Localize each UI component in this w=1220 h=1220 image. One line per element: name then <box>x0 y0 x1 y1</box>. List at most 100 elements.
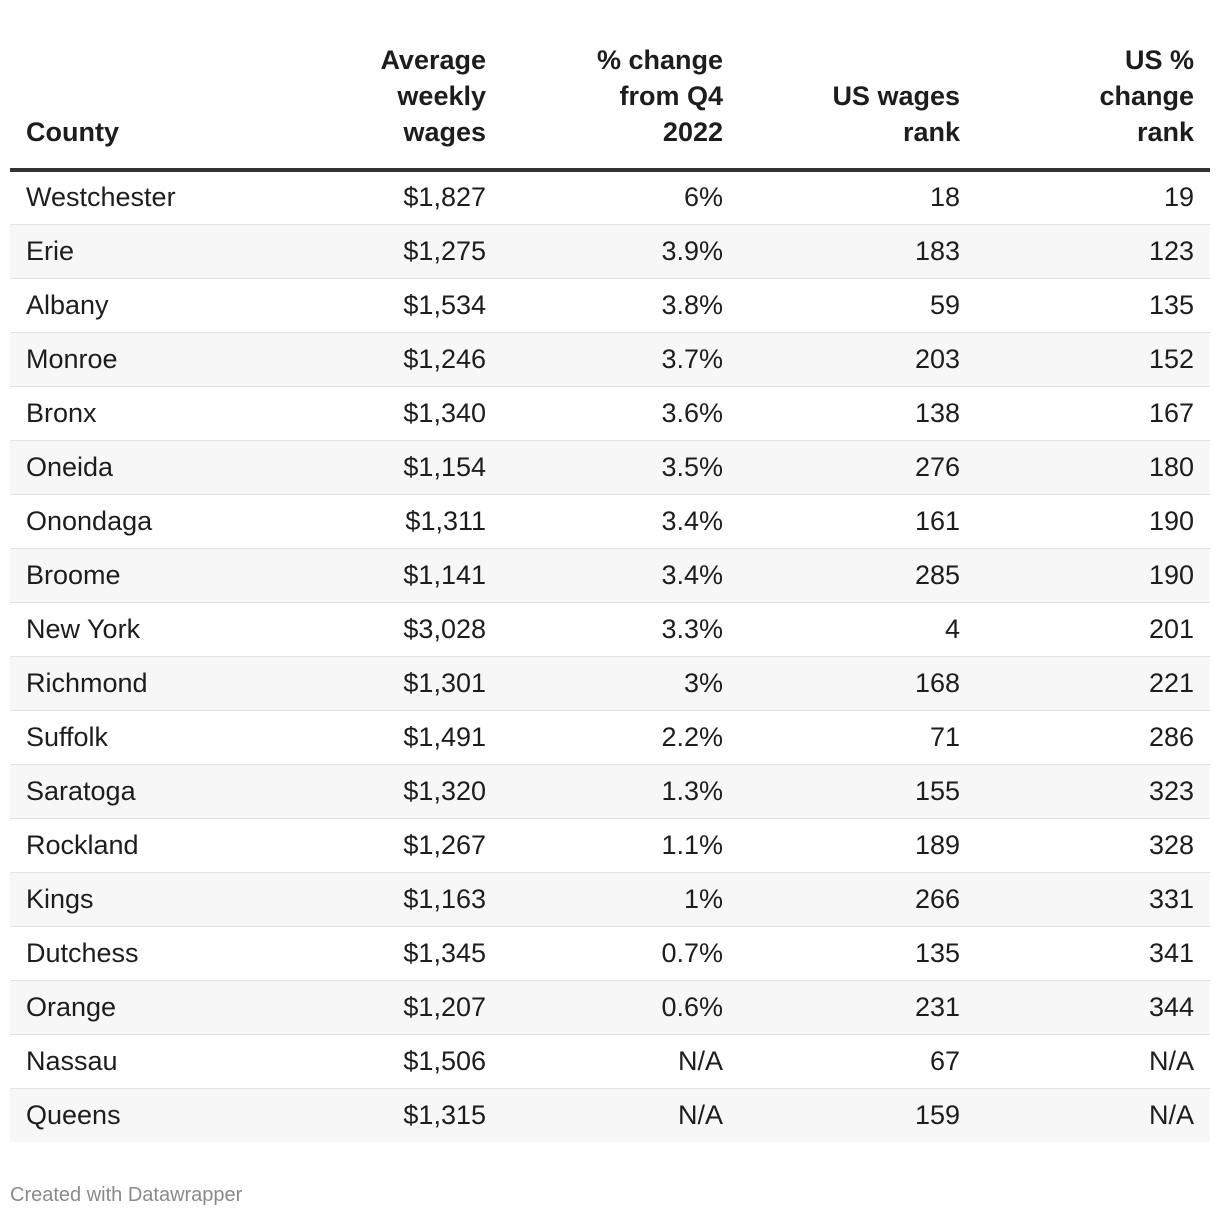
cell-percent-change: 3.5% <box>502 440 739 495</box>
cell-county: Nassau <box>10 1034 266 1089</box>
table-row: Broome $1,141 3.4% 285 190 <box>10 548 1210 603</box>
cell-average-weekly-wages: $1,163 <box>266 872 502 927</box>
table-row: Dutchess $1,345 0.7% 135 341 <box>10 926 1210 981</box>
cell-us-wages-rank: 67 <box>739 1034 976 1089</box>
cell-average-weekly-wages: $1,141 <box>266 548 502 603</box>
cell-average-weekly-wages: $3,028 <box>266 602 502 657</box>
cell-percent-change: N/A <box>502 1034 739 1089</box>
cell-county: Rockland <box>10 818 266 873</box>
cell-county: Monroe <box>10 332 266 387</box>
column-header-average-weekly-wages[interactable]: Average weekly wages <box>266 0 502 172</box>
cell-county: Richmond <box>10 656 266 711</box>
cell-county: New York <box>10 602 266 657</box>
table-row: Kings $1,163 1% 266 331 <box>10 872 1210 927</box>
table-row: Suffolk $1,491 2.2% 71 286 <box>10 710 1210 765</box>
cell-us-change-rank: 201 <box>976 602 1210 657</box>
cell-county: Kings <box>10 872 266 927</box>
column-header-county[interactable]: County <box>10 0 266 172</box>
cell-us-change-rank: 190 <box>976 548 1210 603</box>
cell-average-weekly-wages: $1,246 <box>266 332 502 387</box>
cell-us-change-rank: N/A <box>976 1088 1210 1142</box>
table-row: Erie $1,275 3.9% 183 123 <box>10 224 1210 279</box>
header-text: weekly <box>397 81 486 111</box>
cell-us-wages-rank: 203 <box>739 332 976 387</box>
table-row: Richmond $1,301 3% 168 221 <box>10 656 1210 711</box>
table-row: Rockland $1,267 1.1% 189 328 <box>10 818 1210 873</box>
column-header-us-wages-rank[interactable]: US wages rank <box>739 0 976 172</box>
header-text: Average <box>380 45 486 75</box>
cell-us-wages-rank: 59 <box>739 278 976 333</box>
cell-county: Suffolk <box>10 710 266 765</box>
header-text: from Q4 <box>619 81 723 111</box>
wage-table-container: County Average weekly wages % change fro… <box>10 0 1210 1142</box>
table-row: Bronx $1,340 3.6% 138 167 <box>10 386 1210 441</box>
header-text: US wages <box>832 81 960 111</box>
cell-average-weekly-wages: $1,340 <box>266 386 502 441</box>
table-row: Oneida $1,154 3.5% 276 180 <box>10 440 1210 495</box>
header-text: % change <box>596 45 723 75</box>
cell-percent-change: 3.4% <box>502 494 739 549</box>
header-text: change <box>1099 81 1194 111</box>
header-text: US % <box>1124 45 1194 75</box>
cell-county: Orange <box>10 980 266 1035</box>
cell-average-weekly-wages: $1,301 <box>266 656 502 711</box>
cell-us-change-rank: 135 <box>976 278 1210 333</box>
cell-average-weekly-wages: $1,827 <box>266 170 502 225</box>
table-row: Onondaga $1,311 3.4% 161 190 <box>10 494 1210 549</box>
table-row: Albany $1,534 3.8% 59 135 <box>10 278 1210 333</box>
header-text: County <box>26 117 119 147</box>
cell-average-weekly-wages: $1,345 <box>266 926 502 981</box>
cell-us-wages-rank: 276 <box>739 440 976 495</box>
cell-percent-change: 0.7% <box>502 926 739 981</box>
column-header-us-change-rank[interactable]: US % change rank <box>976 0 1210 172</box>
cell-county: Bronx <box>10 386 266 441</box>
table-row: Orange $1,207 0.6% 231 344 <box>10 980 1210 1035</box>
cell-us-wages-rank: 155 <box>739 764 976 819</box>
cell-average-weekly-wages: $1,207 <box>266 980 502 1035</box>
cell-average-weekly-wages: $1,275 <box>266 224 502 279</box>
cell-us-change-rank: 323 <box>976 764 1210 819</box>
cell-us-change-rank: 344 <box>976 980 1210 1035</box>
table-header: County Average weekly wages % change fro… <box>10 0 1210 172</box>
header-text: rank <box>902 117 960 147</box>
cell-percent-change: 0.6% <box>502 980 739 1035</box>
cell-county: Onondaga <box>10 494 266 549</box>
cell-us-change-rank: 221 <box>976 656 1210 711</box>
table-row: Saratoga $1,320 1.3% 155 323 <box>10 764 1210 819</box>
cell-county: Oneida <box>10 440 266 495</box>
table-row: New York $3,028 3.3% 4 201 <box>10 602 1210 657</box>
table-row: Queens $1,315 N/A 159 N/A <box>10 1088 1210 1142</box>
cell-us-change-rank: 152 <box>976 332 1210 387</box>
cell-us-change-rank: 180 <box>976 440 1210 495</box>
cell-county: Broome <box>10 548 266 603</box>
cell-county: Saratoga <box>10 764 266 819</box>
cell-us-change-rank: 286 <box>976 710 1210 765</box>
cell-county: Erie <box>10 224 266 279</box>
cell-percent-change: 3.6% <box>502 386 739 441</box>
cell-us-change-rank: 123 <box>976 224 1210 279</box>
cell-us-wages-rank: 266 <box>739 872 976 927</box>
header-text: rank <box>1136 117 1194 147</box>
cell-us-wages-rank: 159 <box>739 1088 976 1142</box>
cell-us-change-rank: 328 <box>976 818 1210 873</box>
cell-us-wages-rank: 189 <box>739 818 976 873</box>
table-row: Nassau $1,506 N/A 67 N/A <box>10 1034 1210 1089</box>
cell-average-weekly-wages: $1,534 <box>266 278 502 333</box>
cell-percent-change: 6% <box>502 170 739 225</box>
cell-us-wages-rank: 231 <box>739 980 976 1035</box>
cell-percent-change: 3.9% <box>502 224 739 279</box>
cell-average-weekly-wages: $1,491 <box>266 710 502 765</box>
cell-us-wages-rank: 161 <box>739 494 976 549</box>
cell-average-weekly-wages: $1,267 <box>266 818 502 873</box>
cell-us-wages-rank: 135 <box>739 926 976 981</box>
cell-us-wages-rank: 71 <box>739 710 976 765</box>
column-header-percent-change[interactable]: % change from Q4 2022 <box>502 0 739 172</box>
header-text: 2022 <box>662 117 723 147</box>
table-row: Westchester $1,827 6% 18 19 <box>10 170 1210 225</box>
cell-average-weekly-wages: $1,154 <box>266 440 502 495</box>
cell-county: Queens <box>10 1088 266 1142</box>
cell-county: Dutchess <box>10 926 266 981</box>
table-row: Monroe $1,246 3.7% 203 152 <box>10 332 1210 387</box>
table-body: Westchester $1,827 6% 18 19 Erie $1,275 3.9% 183… <box>10 170 1210 1142</box>
cell-percent-change: N/A <box>502 1088 739 1142</box>
